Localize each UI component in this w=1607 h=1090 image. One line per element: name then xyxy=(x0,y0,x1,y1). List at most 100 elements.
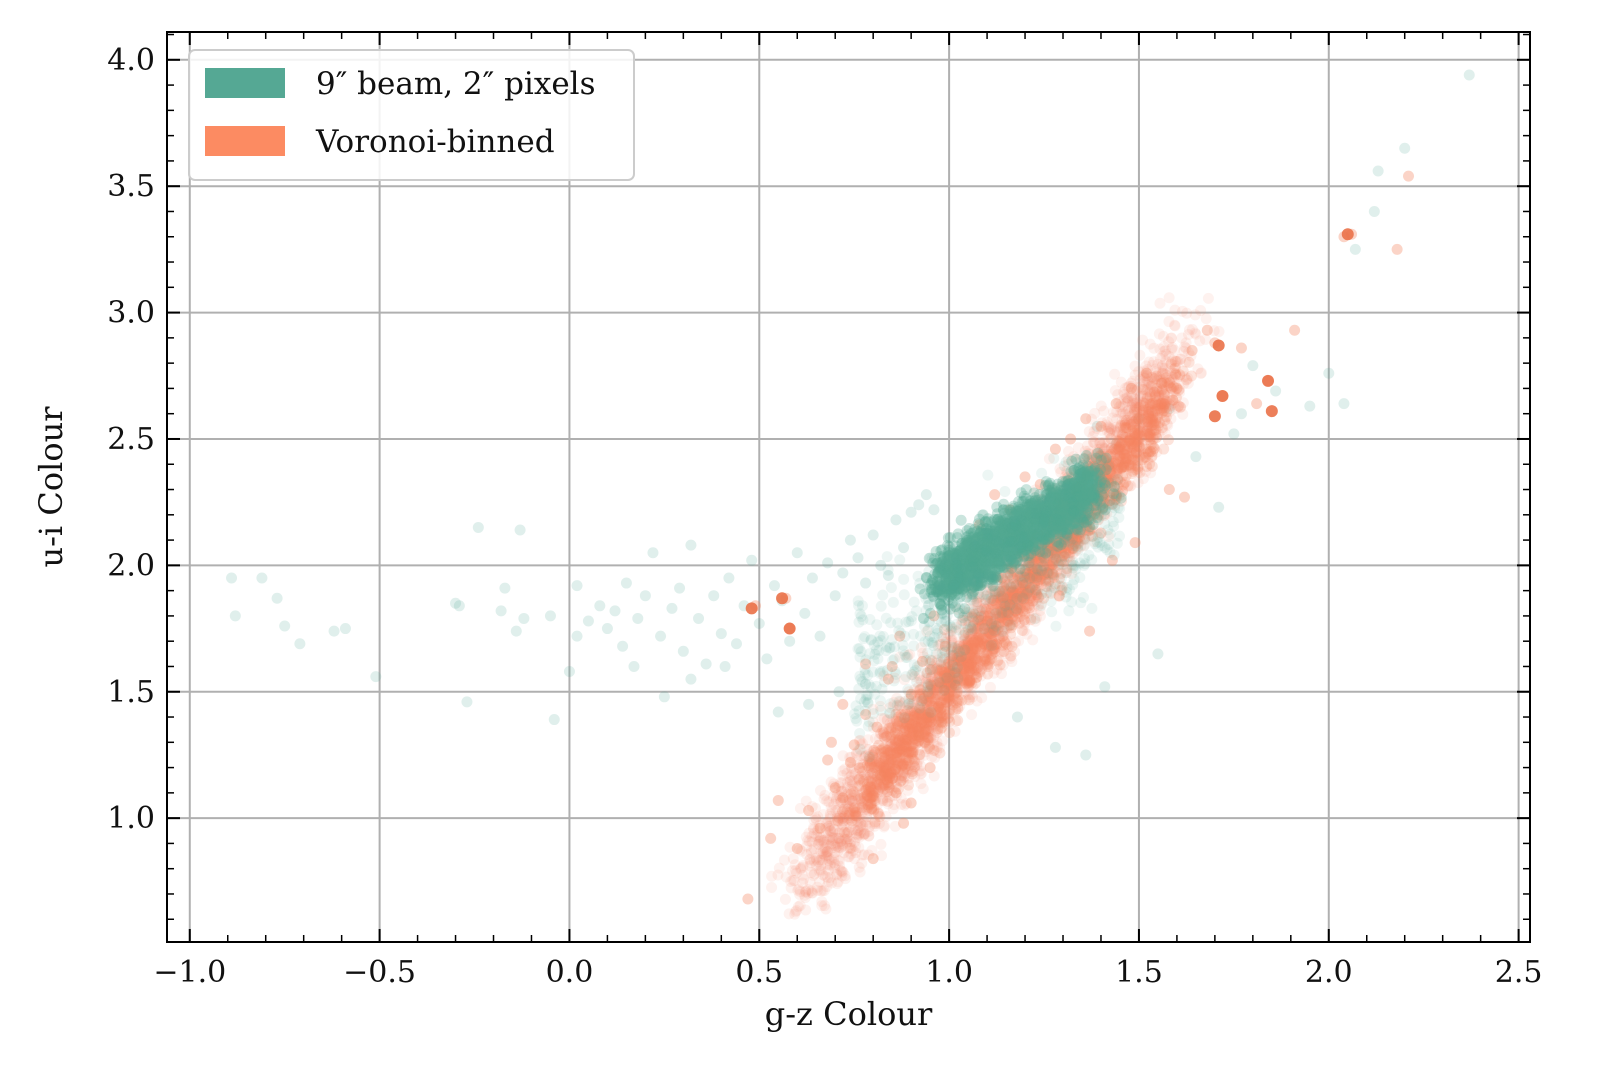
point-voronoi xyxy=(940,636,952,648)
point-voronoi xyxy=(1052,521,1064,533)
point-voronoi xyxy=(1158,411,1170,423)
point-voronoi xyxy=(811,854,823,866)
point-voronoi xyxy=(969,669,981,681)
point-beam xyxy=(601,623,613,635)
point-voronoi xyxy=(1003,566,1015,578)
point-voronoi xyxy=(1081,451,1093,463)
point-voronoi xyxy=(1079,494,1091,506)
point-voronoi xyxy=(947,704,959,716)
point-voronoi xyxy=(815,859,827,871)
point-voronoi xyxy=(1138,365,1150,377)
point-voronoi xyxy=(1080,460,1092,472)
point-voronoi xyxy=(1174,401,1186,413)
point-voronoi xyxy=(786,865,798,877)
point-voronoi xyxy=(1153,428,1165,440)
point-voronoi xyxy=(1045,485,1057,497)
point-voronoi xyxy=(857,806,869,818)
point-voronoi xyxy=(1050,500,1062,512)
point-voronoi xyxy=(824,840,836,852)
point-voronoi xyxy=(1035,493,1047,505)
point-beam xyxy=(279,620,291,632)
point-voronoi xyxy=(823,839,835,851)
point-voronoi xyxy=(946,685,958,697)
point-voronoi xyxy=(949,677,961,689)
point-voronoi xyxy=(993,654,1005,666)
point-voronoi xyxy=(936,735,948,747)
point-voronoi xyxy=(850,807,862,819)
point-voronoi xyxy=(963,694,975,706)
point-voronoi xyxy=(1012,601,1024,613)
point-voronoi xyxy=(1123,408,1135,420)
point-voronoi xyxy=(1157,392,1169,404)
point-voronoi xyxy=(849,853,861,865)
point-voronoi xyxy=(1008,584,1020,596)
point-voronoi xyxy=(824,871,836,883)
point-voronoi xyxy=(1113,487,1125,499)
point-voronoi xyxy=(1053,536,1065,548)
point-voronoi xyxy=(1169,385,1181,397)
point-voronoi xyxy=(922,706,934,718)
point-voronoi xyxy=(963,659,975,671)
point-beam xyxy=(563,666,575,678)
point-voronoi xyxy=(1036,521,1048,533)
point-voronoi xyxy=(1016,624,1028,636)
point-voronoi xyxy=(1062,454,1074,466)
point-beam xyxy=(1152,648,1164,660)
point-voronoi xyxy=(1072,514,1084,526)
point-voronoi xyxy=(1042,566,1054,578)
point-voronoi xyxy=(1018,614,1030,626)
point-beam xyxy=(955,514,967,526)
point-voronoi xyxy=(1052,505,1064,517)
point-voronoi xyxy=(892,706,904,718)
point-voronoi xyxy=(1130,415,1142,427)
point-voronoi xyxy=(1106,467,1118,479)
point-voronoi xyxy=(1011,550,1023,562)
point-voronoi xyxy=(1201,324,1213,336)
point-voronoi xyxy=(1160,411,1172,423)
point-voronoi xyxy=(1118,415,1130,427)
point-voronoi xyxy=(819,842,831,854)
point-voronoi xyxy=(1110,465,1122,477)
point-voronoi xyxy=(970,650,982,662)
point-voronoi xyxy=(1057,581,1069,593)
point-voronoi xyxy=(1054,515,1066,527)
point-voronoi xyxy=(860,803,872,815)
point-voronoi xyxy=(1099,436,1111,448)
point-voronoi xyxy=(849,840,861,852)
point-voronoi xyxy=(1053,591,1065,603)
point-voronoi xyxy=(883,741,895,753)
point-voronoi xyxy=(1018,583,1030,595)
point-voronoi xyxy=(974,635,986,647)
point-voronoi xyxy=(960,694,972,706)
point-voronoi xyxy=(971,616,983,628)
point-voronoi xyxy=(1186,345,1198,356)
point-voronoi xyxy=(848,809,860,821)
point-voronoi xyxy=(926,714,938,726)
point-beam xyxy=(1080,749,1092,761)
point-voronoi xyxy=(877,793,889,805)
point-voronoi xyxy=(1019,471,1031,483)
point-voronoi xyxy=(797,860,809,872)
point-voronoi xyxy=(1008,572,1020,584)
point-voronoi xyxy=(924,657,936,669)
point-voronoi xyxy=(1195,367,1207,379)
point-voronoi xyxy=(1088,497,1100,509)
point-voronoi xyxy=(819,844,831,856)
point-voronoi xyxy=(1163,316,1175,328)
point-voronoi xyxy=(1080,470,1092,482)
point-voronoi xyxy=(1112,458,1124,470)
point-voronoi xyxy=(933,699,945,711)
point-voronoi xyxy=(988,667,1000,679)
point-voronoi xyxy=(889,769,901,781)
point-voronoi xyxy=(925,731,937,743)
point-voronoi xyxy=(1072,494,1084,506)
point-voronoi xyxy=(922,725,934,737)
point-voronoi xyxy=(1025,595,1037,607)
point-voronoi xyxy=(1131,404,1143,416)
point-voronoi xyxy=(841,798,853,810)
point-voronoi xyxy=(1158,443,1170,455)
point-voronoi xyxy=(990,625,1002,637)
point-voronoi xyxy=(894,651,906,663)
point-voronoi xyxy=(997,630,1009,642)
point-voronoi xyxy=(1169,403,1181,415)
